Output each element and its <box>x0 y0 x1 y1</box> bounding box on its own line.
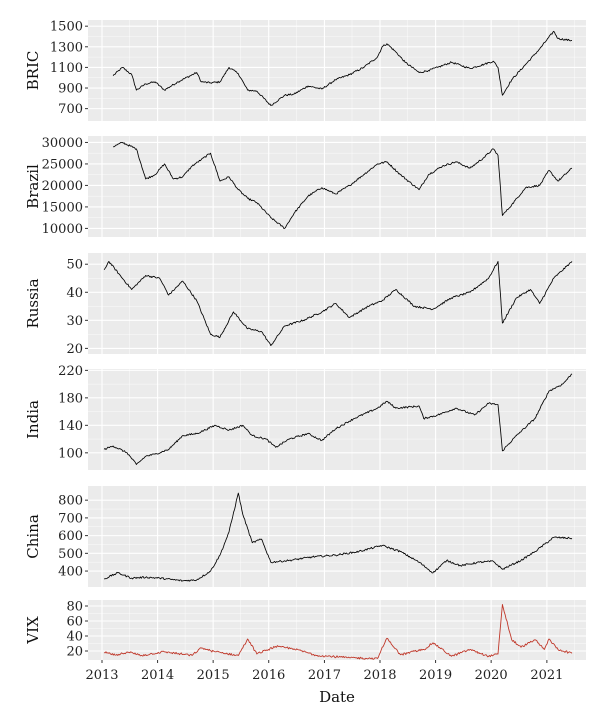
india-series-line <box>103 373 573 465</box>
x-tick-label-2018: 2018 <box>363 668 396 683</box>
x-tick-label-2016: 2016 <box>252 668 285 683</box>
china-y-tick-label: 700 <box>58 511 83 526</box>
bric-y-tick-label: 900 <box>58 82 83 97</box>
brazil-y-tick-label: 15000 <box>42 200 83 215</box>
x-tick-label-2021: 2021 <box>530 668 563 683</box>
brazil-y-tick-label: 30000 <box>42 136 83 151</box>
bric-y-tick-label: 1100 <box>50 61 83 76</box>
india-y-axis-label: India <box>24 400 42 439</box>
china-y-tick-label: 800 <box>58 494 83 509</box>
brazil-y-tick-label: 10000 <box>42 222 83 237</box>
x-axis-label: Date <box>319 688 355 706</box>
vix-y-axis-label: VIX <box>24 616 42 645</box>
x-tick-label-2014: 2014 <box>141 668 174 683</box>
brazil-series-line <box>113 141 573 229</box>
india-y-tick-label: 180 <box>58 391 83 406</box>
bric-y-tick-label: 700 <box>58 102 83 117</box>
x-tick-label-2017: 2017 <box>308 668 341 683</box>
x-tick-label-2019: 2019 <box>419 668 452 683</box>
russia-y-tick-label: 20 <box>66 342 83 357</box>
india-y-tick-label: 220 <box>58 364 83 379</box>
bric-y-tick-label: 1500 <box>50 20 83 35</box>
vix-y-tick-label: 20 <box>66 645 83 660</box>
china-y-axis-label: China <box>24 514 42 559</box>
india-y-tick-label: 100 <box>58 446 83 461</box>
china-series-line <box>103 492 573 582</box>
russia-y-tick-label: 50 <box>66 258 83 273</box>
russia-y-tick-label: 40 <box>66 286 83 301</box>
china-y-tick-label: 400 <box>58 565 83 580</box>
vix-y-tick-label: 80 <box>66 600 83 615</box>
bric-y-tick-label: 1300 <box>50 40 83 55</box>
russia-y-tick-label: 30 <box>66 314 83 329</box>
vix-panel-background <box>88 600 586 660</box>
brazil-y-tick-label: 20000 <box>42 179 83 194</box>
vix-y-tick-label: 60 <box>66 615 83 630</box>
russia-y-axis-label: Russia <box>24 278 42 328</box>
russia-panel-background <box>88 253 586 354</box>
bric-series-line <box>112 30 572 106</box>
brazil-y-axis-label: Brazil <box>24 164 42 209</box>
vix-series-line <box>103 604 573 660</box>
x-tick-label-2013: 2013 <box>85 668 118 683</box>
india-y-tick-label: 140 <box>58 419 83 434</box>
china-panel-background <box>88 486 586 587</box>
vix-y-tick-label: 40 <box>66 630 83 645</box>
bric-y-axis-label: BRIC <box>24 51 42 91</box>
x-tick-label-2015: 2015 <box>197 668 230 683</box>
china-y-tick-label: 500 <box>58 547 83 562</box>
russia-series-line <box>103 260 573 347</box>
bric-panel-background <box>88 20 586 121</box>
brazil-panel-background <box>88 136 586 237</box>
x-tick-label-2020: 2020 <box>475 668 508 683</box>
china-y-tick-label: 600 <box>58 529 83 544</box>
brazil-y-tick-label: 25000 <box>42 157 83 172</box>
